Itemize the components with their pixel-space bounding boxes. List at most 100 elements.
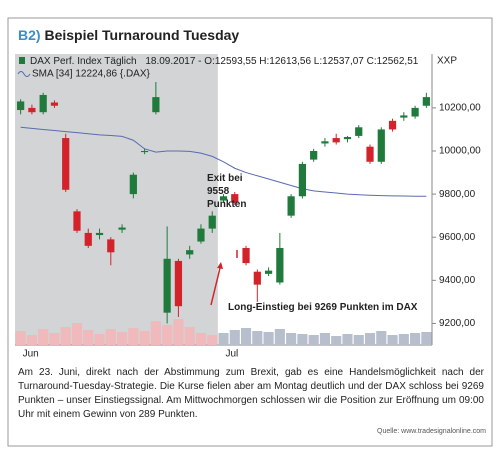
volume-bar [398, 334, 409, 345]
volume-bar [184, 327, 195, 345]
volume-bar [229, 330, 240, 345]
shaded-region [15, 54, 218, 345]
volume-bar [150, 321, 161, 345]
y-tick-label: 10000,00 [439, 146, 481, 157]
volume-bar [286, 333, 297, 345]
candle-body [197, 228, 205, 242]
legend-name: DAX Perf. Index Täglich [30, 56, 137, 67]
volume-bar [421, 332, 432, 345]
candle-body [141, 151, 149, 153]
volume-bar [71, 323, 83, 345]
candle-body [355, 127, 363, 136]
y-tick-label: 9600,00 [439, 232, 476, 243]
candle-body [95, 232, 104, 236]
symbol: XXP [437, 56, 457, 67]
candle-body [152, 97, 160, 113]
candle-body [219, 196, 228, 201]
candle-body [174, 260, 183, 307]
volume-bar [38, 329, 49, 345]
volume-bar [319, 333, 331, 345]
candle-body [50, 102, 59, 106]
volume-bar [207, 335, 218, 345]
candle-body [129, 174, 137, 195]
frame [7, 17, 493, 447]
volume-bar [342, 334, 353, 345]
candle-body [276, 248, 284, 283]
volume-bar [331, 336, 342, 345]
y-tick-label: 10200,00 [439, 103, 481, 114]
volume-bar [218, 333, 229, 345]
volume-bar [387, 335, 398, 345]
candle-body [310, 151, 318, 160]
volume-bar [128, 328, 139, 345]
x-tick-label: Jul [226, 349, 239, 360]
candle-body [28, 107, 36, 113]
volume-bar [173, 319, 184, 345]
legend-main: DAX Perf. Index Täglich 18.09.2017 - O:1… [30, 56, 419, 67]
volume-bar [60, 327, 71, 345]
y-tick-label: 9400,00 [439, 275, 476, 286]
candle-body [163, 258, 171, 313]
volume-bar [410, 333, 421, 345]
volume-bar [376, 331, 387, 345]
source: Quelle: www.tradesignalonline.com [377, 428, 486, 435]
volume-bar [105, 329, 116, 345]
caption: Am 23. Juni, direkt nach der Abstimmung … [18, 367, 484, 420]
title-prefix: B2) [18, 27, 41, 43]
candle-body [298, 163, 306, 197]
volume-bar [274, 329, 285, 345]
candle-body [400, 115, 408, 118]
candle-body [118, 227, 126, 230]
sma-line [20, 126, 427, 197]
legend-sma: SMA [34] 12224,86 {.DAX} [32, 69, 151, 80]
plot: 9200,00 9400,00 9600,00 9800,00 10000,00 1020… [15, 54, 481, 360]
candle-body [332, 138, 340, 143]
annotation-entry: Long-Einstieg bei 9269 Punkten im DAX [228, 302, 418, 313]
volume-bar [364, 333, 376, 345]
volume-bar [162, 325, 173, 345]
candle-body [62, 138, 70, 190]
arrow [210, 263, 222, 306]
candle-body [107, 239, 115, 253]
volume-bar [263, 332, 274, 345]
candle-body [73, 211, 81, 231]
candle-body [17, 101, 25, 111]
volume-bar [252, 331, 263, 345]
volume-bar [26, 335, 37, 345]
candle-body [343, 136, 352, 140]
candle-body [377, 129, 385, 162]
candle-body [422, 97, 430, 106]
candle-body [411, 107, 419, 117]
volume-bar [116, 332, 128, 345]
candle-body [186, 250, 194, 255]
title-text: Beispiel Turnaround Tuesday [44, 27, 239, 43]
y-tick-label: 9200,00 [439, 318, 476, 329]
y-tick-label: 9800,00 [439, 189, 476, 200]
candle-body [253, 271, 261, 285]
volume-bar [49, 333, 60, 345]
candle-body [321, 141, 329, 144]
candle-body [287, 196, 295, 216]
annotation-exit: Exit bei 9558 Punkten [207, 173, 247, 210]
legend-icon [19, 57, 25, 64]
volume-bar [353, 335, 364, 345]
candle-body [231, 194, 239, 203]
volume-bar [195, 333, 207, 345]
candle-body [366, 146, 374, 162]
candle-body [264, 270, 273, 274]
volume-bar [94, 334, 105, 345]
volume-bar [297, 334, 308, 345]
volume-bar [308, 335, 319, 345]
candle-body [39, 94, 47, 113]
volume-bar [240, 328, 252, 345]
volume-bar [83, 330, 94, 345]
candle-body [208, 215, 216, 229]
title: B2) Beispiel Turnaround Tuesday [18, 27, 239, 43]
legend-detail: 18.09.2017 - O:12593,55 H:12613,56 L:125… [145, 56, 418, 67]
candle-body [388, 120, 397, 130]
arrow-head [217, 262, 223, 269]
candle-body [84, 232, 92, 246]
volume-bar [15, 331, 26, 345]
